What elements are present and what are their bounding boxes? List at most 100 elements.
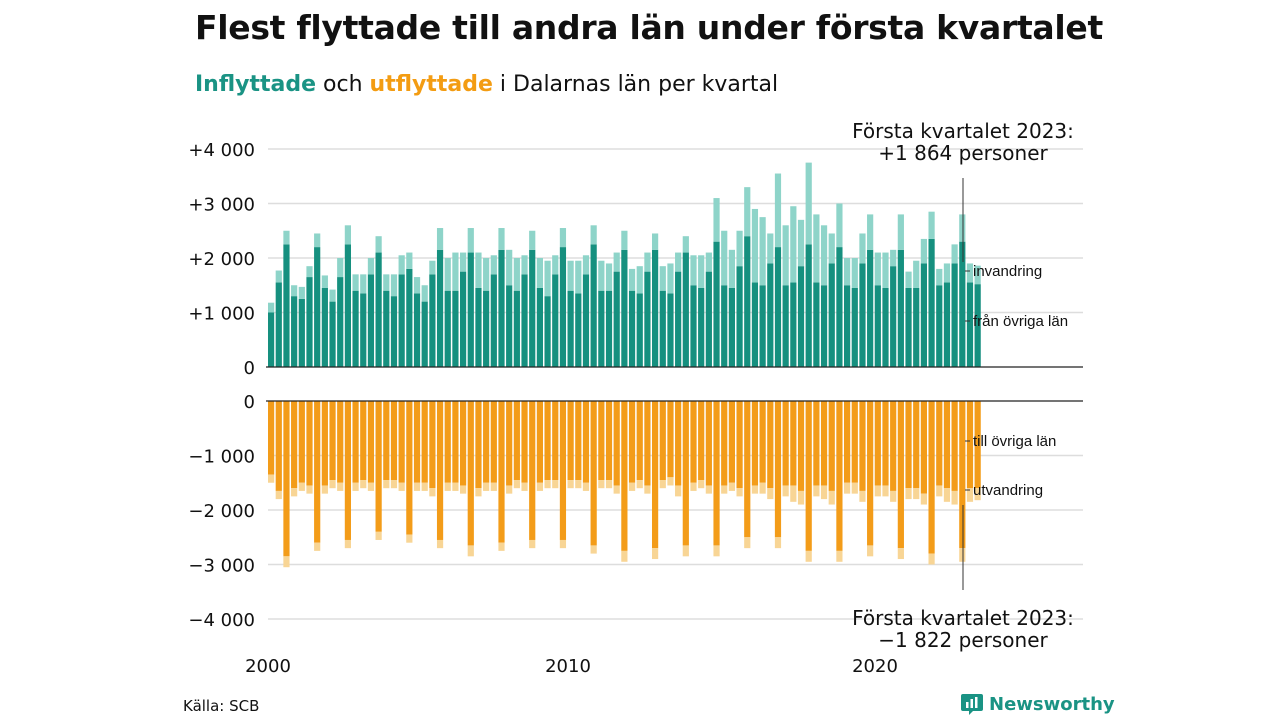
bar-to-other-counties xyxy=(851,401,858,483)
bar-to-other-counties xyxy=(721,401,728,486)
bar-to-other-counties xyxy=(398,401,405,483)
bar-immigration xyxy=(874,252,881,286)
bar-to-other-counties xyxy=(882,401,889,486)
bar-immigration xyxy=(375,236,382,253)
bar-from-other-counties xyxy=(628,290,636,367)
bar-emigration xyxy=(644,485,651,494)
bar-immigration xyxy=(352,274,359,291)
bar-from-other-counties xyxy=(337,277,344,367)
bar-from-other-counties xyxy=(636,293,643,367)
bar-to-other-counties xyxy=(844,401,851,483)
bar-emigration xyxy=(329,480,336,489)
bar-emigration xyxy=(698,480,705,489)
bar-from-other-counties xyxy=(506,285,513,367)
bar-from-other-counties xyxy=(429,274,436,367)
bar-to-other-counties xyxy=(836,401,843,551)
bar-from-other-counties xyxy=(690,285,697,367)
bar-immigration xyxy=(390,274,398,297)
bar-to-other-counties xyxy=(352,401,359,483)
bar-from-other-counties xyxy=(321,287,328,367)
bar-emigration xyxy=(337,482,344,491)
bar-emigration xyxy=(475,488,482,497)
bar-from-other-counties xyxy=(598,290,605,367)
bottom-panel-y-axis-labels: 0 −1 000 −2 000 −3 000 −4 000 xyxy=(188,392,255,631)
bar-to-other-counties xyxy=(490,401,497,483)
bar-emigration xyxy=(751,485,759,494)
bar-from-other-counties xyxy=(744,236,751,367)
bar-emigration xyxy=(874,485,881,497)
bar-emigration xyxy=(429,488,436,497)
bar-to-other-counties xyxy=(936,401,943,486)
x-axis-labels: 2000 2010 2020 xyxy=(245,656,898,677)
bottom-y-tick-label: −4 000 xyxy=(188,610,255,631)
bar-to-other-counties xyxy=(544,401,551,481)
bar-emigration xyxy=(621,550,628,562)
annotation-top: Första kvartalet 2023: +1 864 personer xyxy=(852,119,1074,262)
bar-emigration xyxy=(690,482,697,491)
bar-from-other-counties xyxy=(460,271,467,367)
bar-emigration xyxy=(444,482,451,491)
annotation-bottom: Första kvartalet 2023: −1 822 personer xyxy=(852,505,1074,652)
bar-to-other-counties xyxy=(682,401,689,546)
bar-to-other-counties xyxy=(744,401,751,538)
bar-immigration xyxy=(905,271,912,288)
bar-from-other-counties xyxy=(675,271,682,367)
bar-from-other-counties xyxy=(805,244,812,367)
bar-immigration xyxy=(636,266,643,294)
bar-to-other-counties xyxy=(344,401,351,540)
bar-to-other-counties xyxy=(536,401,543,483)
bar-emigration xyxy=(352,482,359,491)
bar-immigration xyxy=(936,268,943,286)
bar-from-other-counties xyxy=(490,274,497,367)
bar-from-other-counties xyxy=(882,287,889,367)
bar-immigration xyxy=(598,260,605,291)
top-y-tick-label: 0 xyxy=(244,358,255,379)
bar-immigration xyxy=(383,274,390,291)
bar-from-other-counties xyxy=(905,287,912,367)
bar-emigration xyxy=(398,482,405,491)
bar-emigration xyxy=(705,485,712,494)
subtitle-inflow-word: Inflyttade xyxy=(195,72,317,97)
bar-to-other-counties xyxy=(429,401,436,489)
bar-immigration xyxy=(790,206,797,283)
bar-immigration xyxy=(544,260,551,297)
bar-to-other-counties xyxy=(805,401,812,551)
bar-immigration xyxy=(728,249,735,288)
bar-from-other-counties xyxy=(275,282,282,367)
bar-from-other-counties xyxy=(360,293,367,367)
bar-emigration xyxy=(306,485,313,494)
bar-from-other-counties xyxy=(590,244,597,367)
bar-from-other-counties xyxy=(444,290,451,367)
bar-immigration xyxy=(920,238,927,264)
bar-to-other-counties xyxy=(966,401,974,489)
bar-from-other-counties xyxy=(306,277,313,367)
bar-from-other-counties xyxy=(951,263,958,367)
bar-emigration xyxy=(951,490,958,505)
bar-immigration xyxy=(613,252,620,272)
bar-to-other-counties xyxy=(820,401,828,486)
bar-emigration xyxy=(506,485,513,494)
bar-from-other-counties xyxy=(475,287,482,367)
bar-to-other-counties xyxy=(813,401,820,486)
bar-immigration xyxy=(828,233,835,264)
bar-from-other-counties xyxy=(721,285,728,367)
bar-from-other-counties xyxy=(943,282,951,367)
bar-from-other-counties xyxy=(928,238,935,367)
bar-emigration xyxy=(790,485,797,502)
bar-from-other-counties xyxy=(682,252,689,367)
bar-emigration xyxy=(721,485,728,494)
bar-immigration xyxy=(698,255,705,288)
bar-emigration xyxy=(628,482,636,491)
bar-immigration xyxy=(851,258,858,288)
bar-immigration xyxy=(506,249,513,286)
bar-immigration xyxy=(774,173,782,248)
bar-from-other-counties xyxy=(828,263,835,367)
bar-emigration xyxy=(552,480,559,489)
bar-emigration xyxy=(436,539,444,549)
bar-to-other-counties xyxy=(467,401,474,546)
bar-immigration xyxy=(667,263,674,294)
bar-immigration xyxy=(452,252,459,291)
bar-immigration xyxy=(659,266,666,291)
bar-emigration xyxy=(867,545,874,557)
bar-emigration xyxy=(321,485,328,494)
